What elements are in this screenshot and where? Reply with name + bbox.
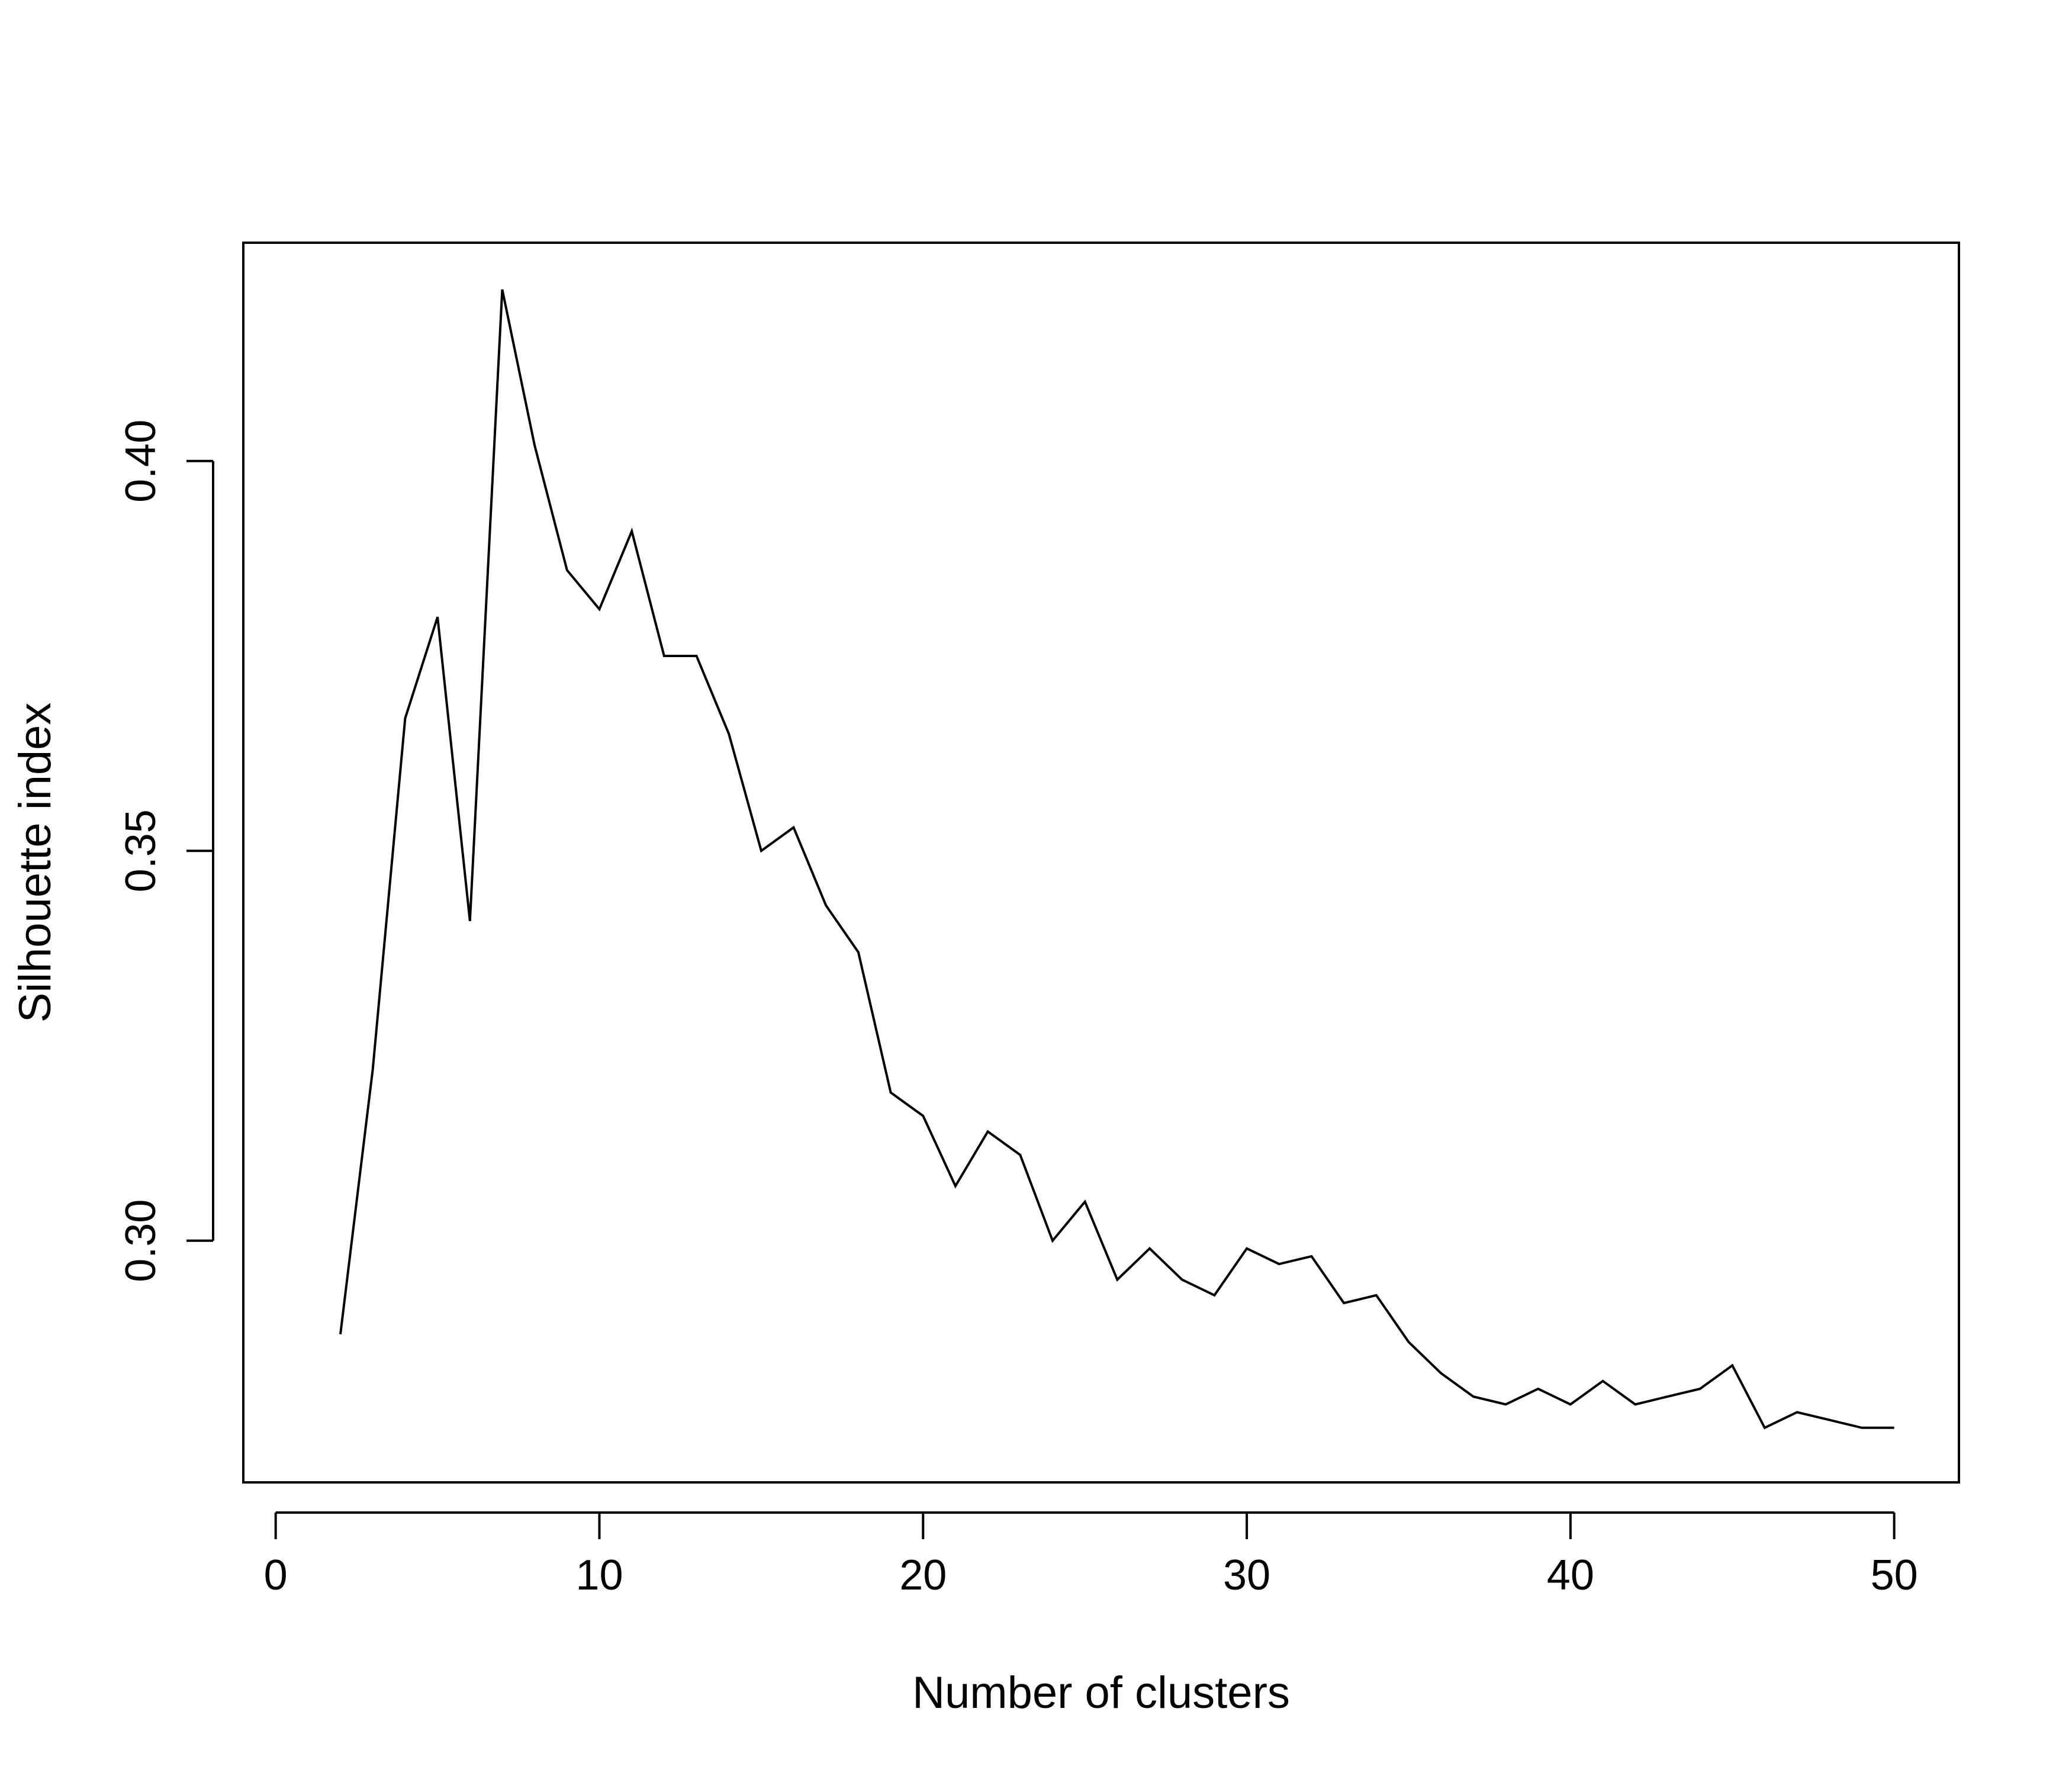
y-axis: 0.30 0.35 0.40 [117, 420, 214, 1282]
silhouette-series-line [339, 289, 1894, 1430]
series-points [338, 287, 1897, 1430]
y-ticks: 0.30 0.35 0.40 [117, 420, 213, 1282]
x-ticks: 0 10 20 30 40 50 [264, 1513, 1918, 1599]
x-tick-label: 30 [1223, 1552, 1270, 1599]
x-tick-label: 20 [899, 1552, 947, 1599]
x-tick-label: 40 [1547, 1552, 1594, 1599]
plot-frame [242, 242, 1960, 1484]
y-tick-label: 0.35 [117, 809, 165, 892]
y-axis-title: Silhouette index [10, 703, 60, 1023]
y-tick-label: 0.40 [117, 420, 165, 503]
x-tick-label: 10 [575, 1552, 623, 1599]
x-axis-title: Number of clusters [912, 1668, 1290, 1718]
x-tick-label: 0 [264, 1552, 288, 1599]
x-axis: 0 10 20 30 40 50 [264, 1511, 1918, 1599]
y-tick-label: 0.30 [117, 1199, 165, 1282]
x-tick-label: 50 [1871, 1552, 1918, 1599]
